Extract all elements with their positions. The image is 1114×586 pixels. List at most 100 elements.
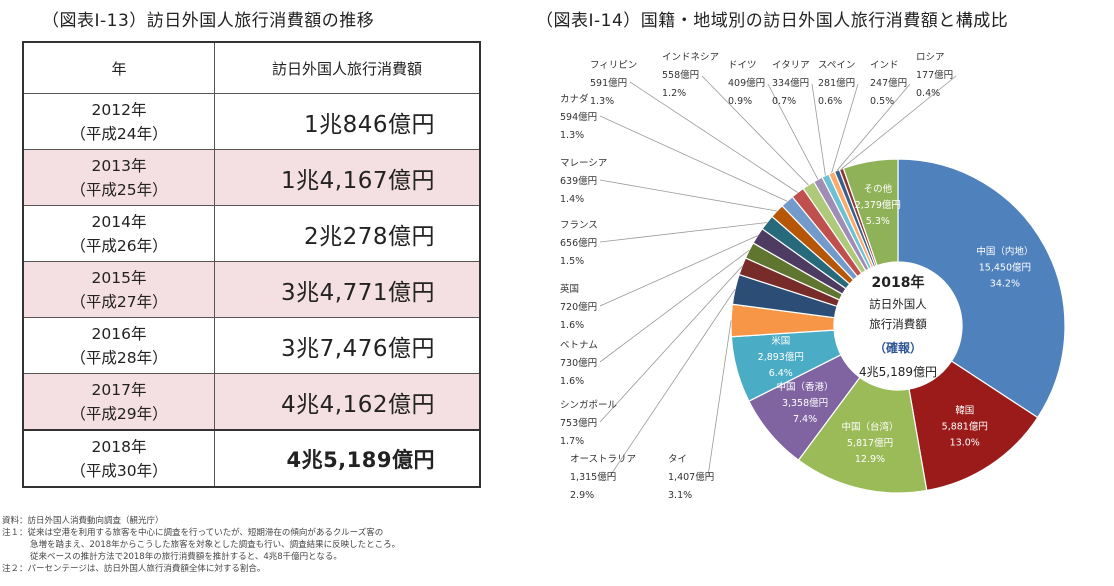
slice-label-value: 281億円 — [818, 77, 855, 89]
era-label: （平成28年） — [70, 348, 168, 367]
pie-slices — [730, 158, 1066, 494]
leader-lines — [599, 75, 957, 477]
leader-line — [629, 81, 798, 193]
leader-line — [767, 83, 819, 180]
leader-line — [831, 83, 859, 173]
year-cell: 2018年 （平成30年） — [22, 429, 215, 488]
slice-label-pct: 7.4% — [793, 414, 817, 425]
leader-line — [599, 179, 777, 212]
leader-line — [701, 75, 809, 186]
slice-label-name: ベトナム — [560, 340, 598, 351]
slice-label-value: 720億円 — [560, 301, 597, 313]
slice-label-name: カナダ — [560, 93, 589, 105]
year-label: 2012年 — [91, 100, 147, 119]
slice-label-name: 米国 — [771, 335, 790, 347]
amount-cell: 4兆5,189億円 — [214, 429, 481, 488]
slice-label-value: 409億円 — [728, 77, 765, 89]
year-cell: 2016年 （平成28年） — [22, 317, 215, 374]
slice-label-pct: 3.1% — [668, 490, 692, 501]
slice-label-pct: 2.9% — [570, 490, 594, 501]
slice-label-name: オーストラリア — [570, 454, 636, 465]
leader-line — [599, 235, 758, 307]
slice-label-value: 753億円 — [560, 417, 597, 429]
slice-label-value: 247億円 — [870, 77, 907, 89]
note-source: 資料：訪日外国人消費動向調査（観光庁） — [2, 516, 164, 526]
table-row: 2012年 （平成24年） 1兆846億円 — [22, 93, 481, 150]
year-cell: 2013年 （平成25年） — [22, 149, 215, 206]
table-figure-title: （図表Ⅰ-13）訪日外国人旅行消費額の推移 — [42, 11, 375, 31]
slice-label-value: 3,358億円 — [782, 397, 828, 409]
note-2: 注２：パーセンテージは、訪日外国人旅行消費額全体に対する割合。 — [2, 564, 266, 574]
table-row: 2017年 （平成29年） 4兆4,162億円 — [22, 373, 481, 431]
slice-label-pct: 1.3% — [560, 130, 584, 141]
slice-label-name: ロシア — [916, 52, 945, 63]
slice-label-pct: 1.6% — [560, 376, 584, 387]
note-1-cont-b: 従来ベースの推計方法で2018年の旅行消費額を推計すると、4兆8千億円となる。 — [30, 552, 342, 562]
year-label: 2015年 — [91, 268, 147, 287]
era-label: （平成26年） — [70, 236, 168, 255]
amount-cell: 4兆4,162億円 — [214, 373, 481, 431]
slice-label-name: インドネシア — [662, 52, 719, 63]
slice-label-pct: 0.4% — [916, 88, 940, 99]
center-total: 4兆5,189億円 — [859, 365, 937, 379]
slice-label-name: ドイツ — [728, 60, 757, 71]
header-amount: 訪日外国人旅行消費額 — [214, 41, 481, 94]
center-line3: 旅行消費額 — [869, 317, 927, 331]
slice-label-value: 591億円 — [590, 77, 627, 89]
table-row: 2015年 （平成27年） 3兆4,771億円 — [22, 261, 481, 318]
year-cell: 2015年 （平成27年） — [22, 261, 215, 318]
year-label: 2013年 — [91, 156, 147, 175]
era-label: （平成27年） — [70, 292, 168, 311]
slice-label-pct: 12.9% — [855, 454, 885, 465]
slice-label-value: 2,379億円 — [855, 199, 901, 211]
slice-label-pct: 0.9% — [728, 96, 752, 107]
leader-line — [707, 320, 732, 477]
header-year: 年 — [22, 41, 215, 94]
slice-label-pct: 1.4% — [560, 194, 584, 205]
slice-label-name: イタリア — [772, 60, 810, 71]
era-label: （平成25年） — [70, 180, 168, 199]
center-line2: 訪日外国人 — [869, 297, 927, 311]
table-row: 2018年 （平成30年） 4兆5,189億円 — [22, 429, 481, 488]
note-1-cont-a: 急増を踏まえ、2018年からこうした旅客を対象とした調査も行い、調査結果に反映し… — [30, 540, 401, 550]
year-label: 2017年 — [91, 380, 147, 399]
slice-label-name: シンガポール — [560, 400, 618, 411]
slice-label-value: 177億円 — [916, 69, 953, 81]
slice-label-pct: 1.2% — [662, 88, 686, 99]
leader-line — [599, 250, 750, 363]
era-label: （平成24年） — [70, 124, 168, 143]
pie-figure-title: （図表Ⅰ-14）国籍・地域別の訪日外国人旅行消費額と構成比 — [536, 11, 1009, 31]
slice-label-name: フィリピン — [590, 60, 637, 71]
center-line4: （確報） — [874, 340, 922, 355]
slice-label-name: タイ — [668, 454, 687, 465]
source-notes: 資料：訪日外国人消費動向調査（観光庁） 注１：従来は空港を利用する旅客を中心に調… — [2, 515, 400, 575]
slice-label-name: 韓国 — [955, 406, 974, 417]
slice-label-name: 中国（香港） — [777, 381, 834, 393]
pie-chart: 中国（内地） 15,450億円 34.2% 韓国 5,881億円 13.0% 中国（台湾） 5… — [560, 52, 1066, 501]
table-header-row: 年 訪日外国人旅行消費額 — [22, 41, 481, 94]
slice-label-pct: 13.0% — [950, 438, 980, 449]
spending-table: 年 訪日外国人旅行消費額 2012年 （平成24年） 1兆846億円 2013年 （平成… — [22, 41, 481, 488]
table-row: 2016年 （平成28年） 3兆7,476億円 — [22, 317, 481, 374]
year-cell: 2017年 （平成29年） — [22, 373, 215, 431]
slice-label-pct: 5.3% — [866, 216, 890, 227]
slice-label-value: 2,893億円 — [758, 351, 804, 363]
era-label: （平成30年） — [70, 461, 168, 480]
year-label: 2014年 — [91, 212, 147, 231]
slice-label-value: 656億円 — [560, 237, 597, 249]
amount-cell: 1兆4,167億円 — [214, 149, 481, 206]
slice-label-name: その他 — [864, 183, 893, 195]
slice-label-name: インド — [870, 60, 899, 71]
slice-labels: 中国（内地） 15,450億円 34.2% 韓国 5,881億円 13.0% 中国（台湾） 5… — [560, 52, 1033, 501]
slice-label-pct: 1.5% — [560, 256, 584, 267]
slice-label-value: 639億円 — [560, 175, 597, 187]
leader-line — [841, 75, 957, 170]
slice-label-name: 英国 — [560, 283, 579, 295]
slice-label-name: 中国（台湾） — [841, 421, 898, 433]
year-label: 2018年 — [91, 437, 147, 456]
leader-line — [836, 83, 911, 171]
slice-label-value: 5,881億円 — [942, 421, 988, 433]
slice-label-value: 1,315億円 — [570, 471, 616, 483]
slice-label-pct: 0.7% — [772, 96, 796, 107]
slice-label-pct: 1.6% — [560, 320, 584, 331]
